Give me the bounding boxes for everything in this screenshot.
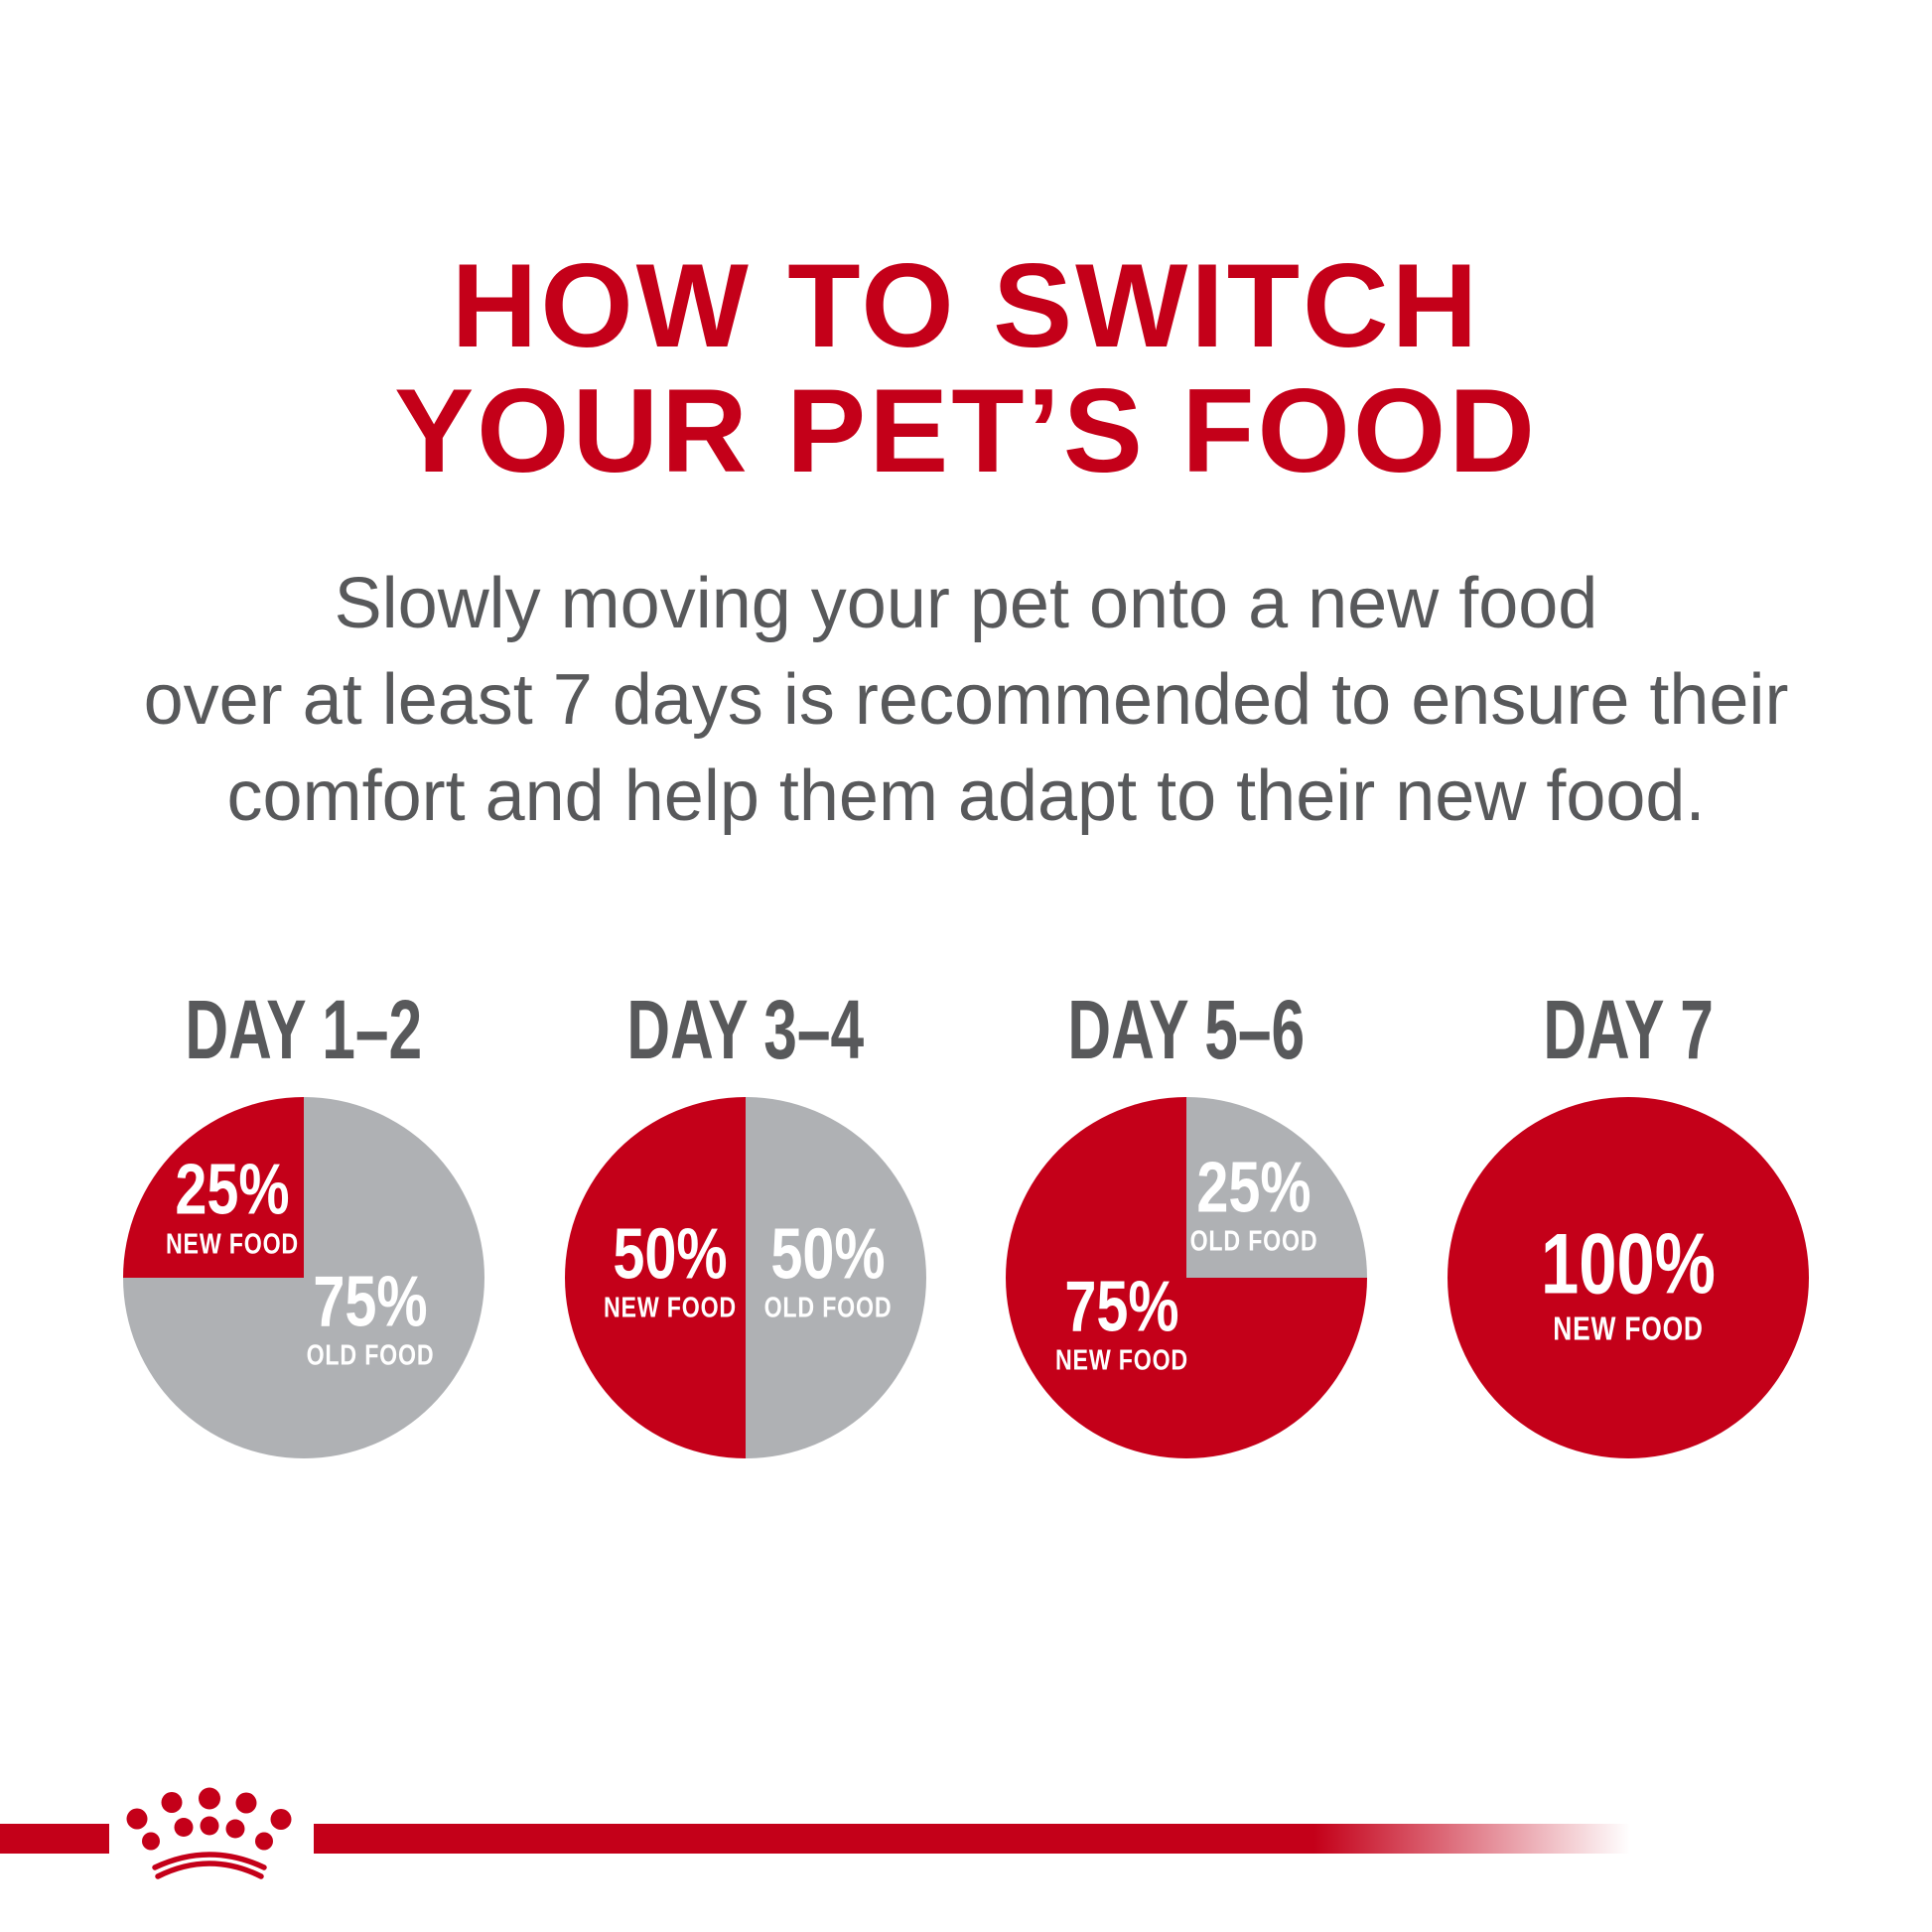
pie-label-new-food: 50% NEW FOOD	[603, 1214, 737, 1324]
percent-caption: OLD FOOD	[763, 1292, 893, 1324]
day-label: DAY 3–4	[626, 983, 865, 1076]
day-column-3: DAY 5–6 25% OLD FOOD 75% NEW FOOD	[966, 988, 1408, 1458]
day-heading-1: DAY 1–2	[139, 988, 469, 1071]
day-heading-3: DAY 5–6	[1022, 988, 1351, 1071]
day-label: DAY 7	[1543, 983, 1714, 1076]
pie-label-old-food: 75% OLD FOOD	[306, 1262, 435, 1372]
pie-chart-day-1: 25% NEW FOOD 75% OLD FOOD	[123, 1097, 485, 1458]
percent-value: 100%	[1540, 1216, 1716, 1312]
percent-caption: OLD FOOD	[1189, 1225, 1318, 1258]
pie-label-new-food: 25% NEW FOOD	[166, 1150, 300, 1260]
percent-caption: OLD FOOD	[306, 1339, 435, 1372]
page-title: HOW TO SWITCH YOUR PET’S FOOD	[0, 243, 1932, 493]
percent-value: 75%	[313, 1262, 428, 1342]
percent-value: 25%	[175, 1150, 290, 1230]
pie-chart-day-4: 100% NEW FOOD	[1447, 1097, 1809, 1458]
royal-canin-crown-icon	[117, 1786, 302, 1885]
day-heading-4: DAY 7	[1510, 988, 1746, 1071]
percent-value: 25%	[1196, 1148, 1311, 1228]
subtitle-line-3: comfort and help them adapt to their new…	[226, 757, 1706, 836]
percent-caption: NEW FOOD	[603, 1292, 737, 1324]
page-title-line-1: HOW TO SWITCH	[451, 239, 1481, 372]
percent-caption: NEW FOOD	[1055, 1344, 1189, 1377]
day-heading-2: DAY 3–4	[581, 988, 910, 1071]
subtitle-line-2: over at least 7 days is recommended to e…	[143, 660, 1789, 740]
day-column-4: DAY 7 100% NEW FOOD	[1408, 988, 1850, 1458]
pie-chart-day-2: 50% NEW FOOD 50% OLD FOOD	[564, 1097, 926, 1458]
percent-value: 75%	[1064, 1267, 1179, 1347]
page-title-line-2: YOUR PET’S FOOD	[394, 364, 1538, 497]
pie-chart-day-3: 25% OLD FOOD 75% NEW FOOD	[1006, 1097, 1368, 1458]
pie-label-old-food: 50% OLD FOOD	[763, 1214, 893, 1324]
pie-label-new-food: 100% NEW FOOD	[1540, 1216, 1716, 1347]
day-label: DAY 1–2	[185, 983, 423, 1076]
pie-label-old-food: 25% OLD FOOD	[1189, 1148, 1318, 1258]
subtitle-line-1: Slowly moving your pet onto a new food	[334, 564, 1598, 643]
page-subtitle: Slowly moving your pet onto a new food o…	[0, 556, 1932, 845]
percent-caption: NEW FOOD	[166, 1227, 300, 1260]
footer-band-right	[314, 1824, 1630, 1854]
pie-label-new-food: 75% NEW FOOD	[1055, 1267, 1189, 1377]
percent-caption: NEW FOOD	[1552, 1310, 1704, 1347]
footer-band-left	[0, 1824, 109, 1854]
day-column-2: DAY 3–4 50% NEW FOOD 50% OLD FOOD	[525, 988, 967, 1458]
day-label: DAY 5–6	[1067, 983, 1306, 1076]
percent-value: 50%	[613, 1214, 728, 1295]
days-grid: DAY 1–2 25% NEW FOOD 75% OLD FOOD DAY 3–4 50% N…	[83, 988, 1849, 1458]
day-column-1: DAY 1–2 25% NEW FOOD 75% OLD FOOD	[83, 988, 525, 1458]
percent-value: 50%	[770, 1214, 886, 1295]
